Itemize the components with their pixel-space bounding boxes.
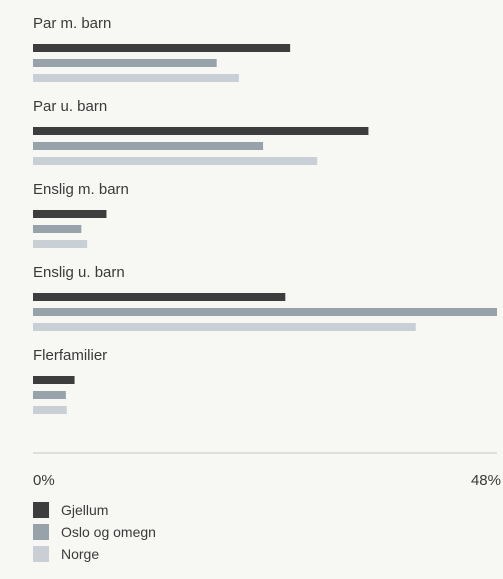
- bar: [33, 376, 75, 384]
- bar: [33, 225, 82, 233]
- legend-swatch: [33, 524, 49, 540]
- bar: [33, 142, 264, 150]
- bar: [33, 74, 239, 82]
- bar: [33, 308, 497, 316]
- category-label: Par u. barn: [33, 98, 107, 115]
- x-tick-label: 0%: [33, 472, 55, 489]
- legend-label: Oslo og omegn: [61, 524, 156, 540]
- bar: [33, 59, 217, 67]
- x-tick-label: 48%: [471, 472, 501, 489]
- category-label: Par m. barn: [33, 15, 111, 32]
- legend-swatch: [33, 546, 49, 562]
- bar: [33, 406, 67, 414]
- legend-swatch: [33, 502, 49, 518]
- bar: [33, 323, 416, 331]
- category-label: Enslig u. barn: [33, 264, 125, 281]
- bar: [33, 127, 369, 135]
- bar: [33, 293, 286, 301]
- legend-label: Gjellum: [61, 502, 108, 518]
- bar: [33, 391, 66, 399]
- bar: [33, 210, 107, 218]
- bar: [33, 157, 318, 165]
- bar: [33, 44, 291, 52]
- category-label: Enslig m. barn: [33, 181, 129, 198]
- bar: [33, 240, 88, 248]
- legend-label: Norge: [61, 546, 99, 562]
- category-label: Flerfamilier: [33, 347, 107, 364]
